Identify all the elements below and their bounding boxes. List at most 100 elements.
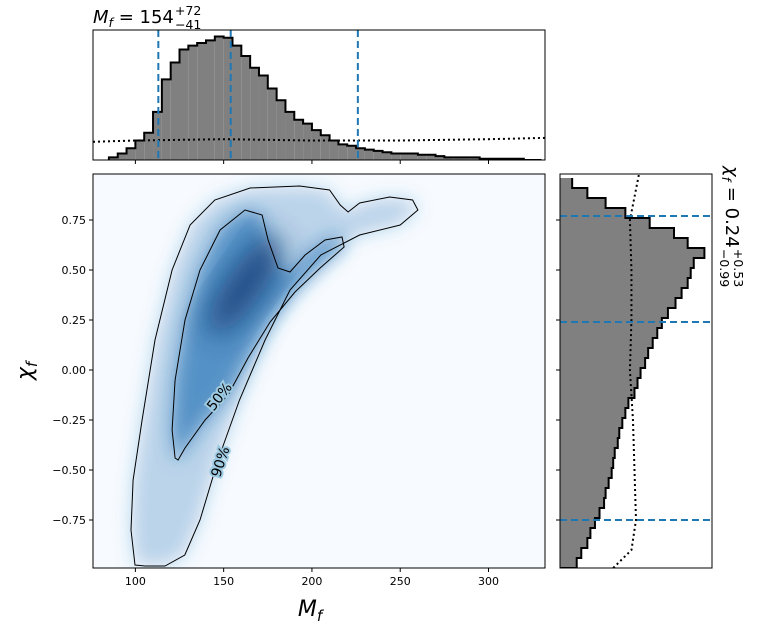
- hist-bar: [426, 154, 436, 160]
- hist-bar: [560, 538, 588, 548]
- y-tick-label: −0.75: [52, 514, 86, 527]
- hist-bar: [560, 388, 635, 398]
- hist-bar: [560, 558, 577, 568]
- hist-bar: [560, 438, 618, 448]
- hist-bar: [258, 75, 268, 160]
- density-region: [172, 210, 345, 460]
- title-value: = 0.24: [721, 181, 742, 248]
- y-tick-label: 0.75: [62, 214, 87, 227]
- hist-bar: [560, 208, 626, 218]
- hist-bar: [400, 153, 410, 160]
- hist-bar: [560, 488, 606, 498]
- x-tick-label: 150: [213, 575, 234, 588]
- hist-bar: [560, 398, 629, 408]
- hist-bar: [285, 111, 295, 160]
- y-tick-label: 0.00: [62, 364, 87, 377]
- hist-bar: [560, 468, 612, 478]
- hist-bar: [126, 148, 136, 160]
- title-symbol: χ: [721, 165, 742, 178]
- hist-bar: [356, 148, 365, 160]
- hist-bar: [560, 498, 605, 508]
- hist-bar: [373, 150, 383, 160]
- hist-bar: [197, 43, 206, 160]
- hist-bar: [214, 36, 224, 160]
- hist-bar: [329, 140, 339, 160]
- hist-bar: [391, 153, 401, 160]
- hist-bar: [560, 508, 600, 518]
- hist-bar: [417, 154, 427, 160]
- hist-bar: [161, 79, 171, 160]
- title-upper: +72: [175, 3, 202, 18]
- hist-bar: [135, 140, 145, 160]
- x-label-symbol: M: [298, 597, 317, 622]
- hist-bar: [560, 308, 668, 318]
- x-tick-label: 300: [478, 575, 499, 588]
- hist-bar: [144, 132, 154, 160]
- title-main: Mf = 154: [93, 7, 174, 30]
- hist-bar: [206, 40, 215, 160]
- hist-bar: [560, 178, 573, 188]
- hist-bar: [409, 153, 418, 160]
- x-tick-label: 250: [390, 575, 411, 588]
- hist-bar: [444, 157, 454, 160]
- hist-bar: [435, 156, 445, 160]
- y-tick-label: −0.25: [52, 414, 86, 427]
- hist-bar: [250, 67, 259, 160]
- title-lower: −0.99: [717, 249, 732, 288]
- hist-bar: [470, 157, 480, 160]
- hist-bar: [560, 368, 641, 378]
- hist-bar: [276, 100, 286, 160]
- hist-bar: [303, 123, 312, 160]
- hist-bar: [560, 198, 606, 208]
- hist-outline: [107, 35, 542, 160]
- title-group: Mf = 154 +72−41: [93, 3, 201, 32]
- hist-bar: [560, 478, 609, 488]
- density-core: [207, 234, 283, 336]
- hist-bar: [382, 152, 392, 160]
- hist-bar: [560, 298, 676, 308]
- hist-bar: [232, 45, 242, 160]
- hist-bar: [560, 428, 620, 438]
- hist-bar: [560, 448, 615, 458]
- hist-bar: [560, 328, 658, 338]
- x-label-sub: f: [317, 607, 325, 625]
- hist-bar: [170, 62, 180, 160]
- hist-bar: [560, 278, 688, 288]
- y-label-symbol: χ: [13, 366, 38, 381]
- hist-bar: [560, 548, 582, 558]
- y-label-sub: f: [23, 359, 41, 367]
- y-axis-label: χf: [13, 359, 41, 381]
- hist-bar: [108, 157, 118, 160]
- hist-bar: [560, 258, 694, 268]
- hist-bar: [560, 518, 595, 528]
- hist-bar: [462, 157, 471, 160]
- hist-bar: [188, 45, 198, 160]
- title-value: = 154: [113, 7, 174, 28]
- title-symbol: M: [93, 7, 109, 28]
- hist-bar: [179, 49, 189, 160]
- title-lower: −41: [175, 17, 202, 32]
- hist-bar: [453, 157, 463, 160]
- prior-line: [93, 136, 545, 143]
- title-sub: f: [719, 177, 734, 184]
- right-frame: [559, 173, 713, 569]
- hist-bar: [267, 88, 277, 160]
- heatmap: [131, 186, 418, 566]
- hist-bar: [560, 418, 623, 428]
- y-tick-label: −0.50: [52, 464, 86, 477]
- hist-bar: [560, 228, 674, 238]
- title-main: χf = 0.24: [719, 165, 742, 248]
- title-upper: +0.53: [731, 249, 746, 288]
- hist-outline: [560, 178, 706, 568]
- hist-bar: [320, 135, 330, 160]
- y-tick-label: 0.50: [62, 264, 87, 277]
- hist-bar: [560, 378, 638, 388]
- contour-line: [171, 209, 345, 461]
- hist-bar: [560, 248, 705, 258]
- hist-bar: [560, 268, 691, 278]
- y-tick-label: 0.25: [62, 314, 87, 327]
- hist-bar: [117, 153, 127, 160]
- hist-bar: [560, 348, 649, 358]
- contour-line: [130, 185, 419, 567]
